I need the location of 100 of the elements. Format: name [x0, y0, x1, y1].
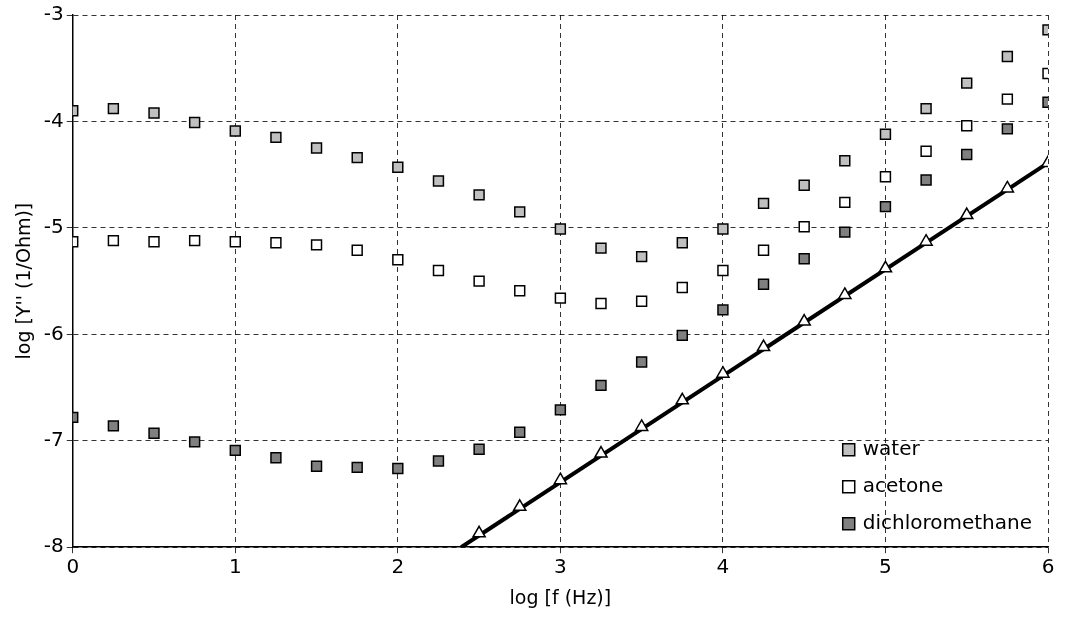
y-tick-label: -5: [43, 214, 64, 239]
point: [351, 244, 363, 256]
point: [554, 292, 567, 304]
point: [310, 460, 323, 473]
point: [756, 339, 771, 352]
point: [270, 237, 282, 249]
point: [676, 281, 688, 294]
point: [1001, 50, 1014, 63]
y-axis-title: log [Y'' (1/Ohm)]: [12, 202, 35, 360]
point: [270, 452, 282, 464]
point: [879, 128, 892, 140]
point: [188, 234, 201, 247]
point: [920, 102, 932, 115]
point: [107, 234, 120, 247]
point: [676, 237, 688, 249]
point: [798, 253, 810, 265]
point: [920, 145, 932, 157]
y-tick-label: -6: [43, 320, 64, 345]
y-tick-label: -8: [43, 533, 64, 558]
point: [798, 221, 810, 233]
point: [879, 171, 892, 183]
point: [107, 420, 120, 432]
x-tick-label: 3: [554, 554, 567, 579]
point: [717, 304, 729, 316]
point: [553, 472, 568, 485]
point: [432, 264, 445, 277]
point: [961, 120, 973, 132]
point: [473, 189, 485, 201]
point: [188, 116, 201, 129]
point: [1000, 180, 1015, 193]
point: [675, 392, 690, 405]
point: [920, 174, 932, 186]
x-tick-label: 0: [66, 554, 80, 579]
point: [229, 444, 241, 457]
point: [512, 499, 527, 511]
point: [716, 365, 730, 378]
point: [959, 207, 974, 220]
point: [635, 356, 648, 368]
point: [188, 436, 201, 448]
point: [798, 179, 810, 191]
point: [961, 148, 973, 161]
point: [757, 197, 770, 210]
point: [472, 525, 486, 538]
x-axis-title: log [f (Hz)]: [509, 585, 612, 608]
point: [635, 295, 648, 308]
point: [839, 155, 851, 167]
point: [148, 236, 160, 248]
point: [839, 226, 851, 238]
point: [310, 239, 323, 251]
point: [878, 260, 893, 273]
point: [838, 287, 852, 300]
point: [634, 419, 649, 432]
legend-label: dichloromethane: [862, 509, 1032, 534]
point: [310, 142, 323, 154]
point: [757, 244, 770, 256]
point: [554, 404, 567, 416]
point: [514, 284, 526, 297]
point: [392, 161, 404, 173]
y-tick-label: -3: [43, 1, 64, 26]
point: [757, 278, 770, 290]
point: [148, 427, 160, 440]
point: [514, 206, 526, 218]
point: [229, 125, 241, 137]
point: [554, 223, 567, 235]
point: [879, 200, 892, 213]
point: [717, 223, 729, 235]
point: [473, 275, 485, 287]
point: [351, 461, 363, 474]
x-tick-label: 6: [1041, 554, 1055, 579]
point: [919, 233, 933, 246]
legend-label: water: [862, 435, 921, 460]
x-tick-label: 5: [879, 554, 892, 579]
legend-label: acetone: [862, 472, 944, 497]
point: [717, 264, 729, 277]
point: [635, 250, 648, 263]
point: [594, 445, 608, 458]
point: [351, 151, 363, 164]
point: [839, 196, 851, 209]
x-tick-label: 2: [391, 554, 405, 579]
y-tick-label: -4: [43, 107, 64, 132]
point: [514, 426, 526, 438]
point: [595, 379, 607, 392]
point: [961, 77, 973, 89]
point: [107, 102, 120, 115]
point: [392, 462, 404, 475]
point: [148, 107, 160, 119]
x-tick-label: 4: [716, 554, 730, 579]
point: [392, 254, 404, 266]
point: [797, 313, 811, 326]
point: [432, 175, 445, 187]
point: [1001, 123, 1014, 135]
point: [432, 455, 445, 467]
y-tick-label: -7: [43, 426, 64, 451]
x-tick-label: 1: [228, 554, 242, 579]
point: [1001, 93, 1014, 105]
point: [595, 242, 607, 254]
point: [595, 297, 607, 310]
point: [270, 131, 282, 144]
point: [676, 329, 688, 342]
point: [473, 443, 485, 455]
